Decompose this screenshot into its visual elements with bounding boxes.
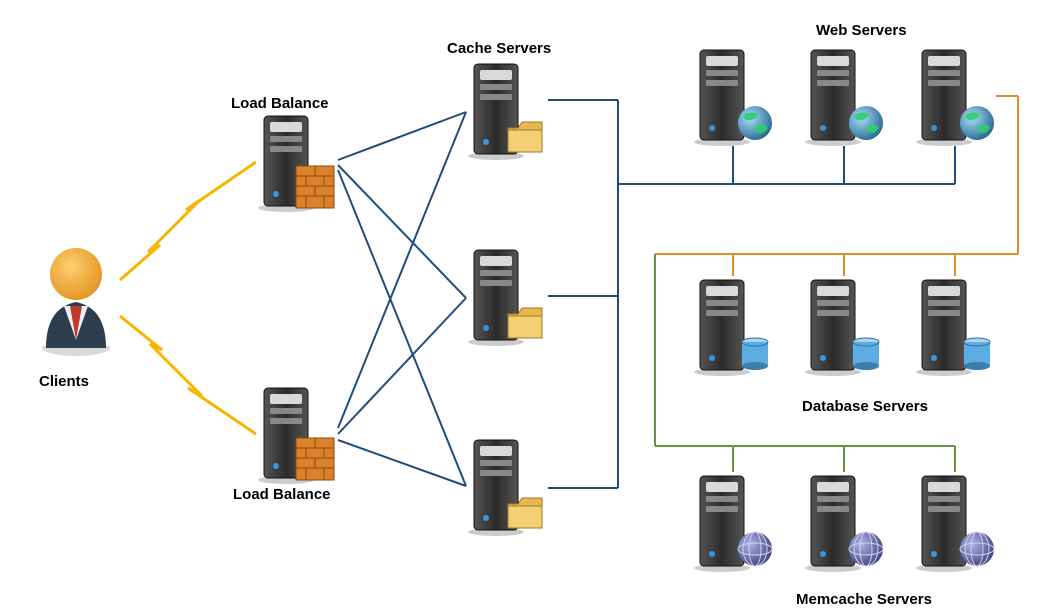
node-mc-2 — [803, 472, 885, 572]
label-lb2: Load Balance — [233, 486, 331, 503]
node-lb-b — [256, 384, 338, 484]
node-db-2 — [803, 276, 885, 376]
edge-lb-b-cache-1 — [338, 112, 466, 428]
edge-lb-a-cache-1 — [338, 112, 466, 160]
label-clients: Clients — [39, 373, 89, 390]
node-db-1 — [692, 276, 774, 376]
label-lb1: Load Balance — [231, 95, 329, 112]
edge-client-lb-a — [120, 162, 256, 280]
server-firewall-icon — [256, 384, 338, 484]
label-web: Web Servers — [816, 22, 907, 39]
label-db: Database Servers — [802, 398, 928, 415]
edge-lb-a-cache-2 — [338, 165, 466, 298]
node-cache-2 — [466, 246, 548, 346]
label-cache: Cache Servers — [447, 40, 551, 57]
node-mc-3 — [914, 472, 996, 572]
node-cache-3 — [466, 436, 548, 536]
label-memcache: Memcache Servers — [796, 591, 932, 608]
node-web-1 — [692, 46, 774, 146]
edge-client-lb-b — [120, 316, 256, 434]
server-firewall-icon — [256, 112, 338, 212]
node-lb-a — [256, 112, 338, 212]
node-client — [36, 240, 116, 360]
node-mc-1 — [692, 472, 774, 572]
edge-lb-a-cache-3 — [338, 170, 466, 486]
edge-lb-b-cache-3 — [338, 440, 466, 486]
node-web-2 — [803, 46, 885, 146]
node-cache-1 — [466, 60, 548, 160]
client-icon — [36, 240, 116, 360]
node-db-3 — [914, 276, 996, 376]
edge-lb-b-cache-2 — [338, 298, 466, 434]
node-web-3 — [914, 46, 996, 146]
